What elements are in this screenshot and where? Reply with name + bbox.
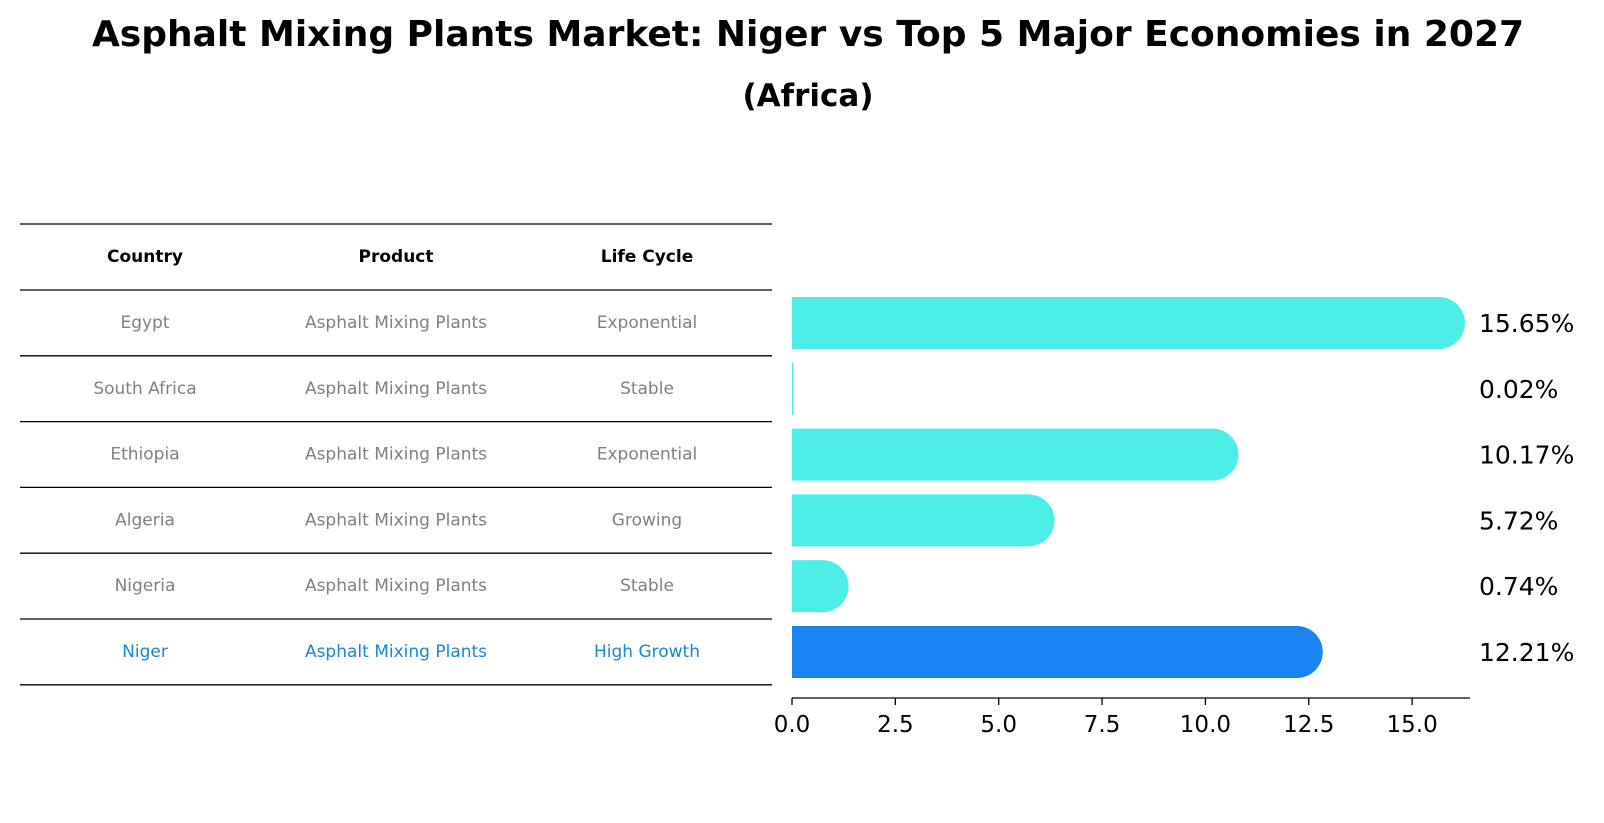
table-cell-country: South Africa: [93, 379, 196, 399]
table-cell-life-cycle: Exponential: [597, 445, 698, 465]
bar-egypt: [792, 297, 1439, 349]
x-tick-label: 7.5: [1084, 712, 1121, 738]
table-cell-product: Asphalt Mixing Plants: [305, 510, 487, 530]
x-axis: 0.0 2.5 5.0 7.5 10.0 12.5 15.0: [774, 697, 1470, 738]
table-header-cell: Product: [359, 247, 434, 267]
table-cell-life-cycle: Growing: [612, 510, 682, 530]
table-cell-product: Asphalt Mixing Plants: [305, 313, 487, 333]
chart-title: Asphalt Mixing Plants Market: Niger vs T…: [91, 14, 1525, 55]
bar-algeria: [792, 494, 1029, 547]
table-cell-country: Algeria: [115, 510, 175, 530]
x-tick-label: 12.5: [1283, 712, 1334, 738]
table-cell-product: Asphalt Mixing Plants: [305, 445, 487, 465]
bar-cap: [796, 560, 849, 613]
table-cell-product: Asphalt Mixing Plants: [305, 576, 487, 596]
x-tick-label: 10.0: [1180, 712, 1231, 738]
bar-plot: 15.65% 0.02% 10.17% 5.72% 0.74% 12.21%: [792, 297, 1574, 678]
table-cell-product: Asphalt Mixing Plants: [305, 642, 487, 662]
table-cell-life-cycle: Stable: [620, 576, 674, 596]
table-cell-country: Egypt: [120, 313, 169, 333]
table-header-cell: Country: [107, 247, 183, 267]
table-cell-country: Ethiopia: [110, 445, 179, 465]
table-cell-country: Nigeria: [115, 576, 176, 596]
x-tick-label: 0.0: [774, 712, 811, 738]
bar-south-africa: [792, 362, 794, 415]
bar-value-label: 10.17%: [1479, 441, 1574, 470]
bar-cap: [1002, 494, 1055, 547]
bar-cap: [1186, 428, 1239, 481]
bar-ethiopia: [792, 428, 1213, 481]
country-table: Country Product Life Cycle Egypt Asphalt Mix…: [20, 223, 772, 686]
table-cell-life-cycle: Exponential: [597, 313, 698, 333]
table-cell-life-cycle: Stable: [620, 379, 674, 399]
x-tick-label: 15.0: [1387, 712, 1438, 738]
x-tick-label: 5.0: [980, 712, 1017, 738]
bar-cap: [1270, 626, 1323, 678]
bar-value-label: 0.02%: [1479, 375, 1558, 404]
table-cell-life-cycle: High Growth: [594, 642, 700, 662]
bar-value-label: 5.72%: [1479, 506, 1558, 535]
bar-value-label: 0.74%: [1479, 572, 1558, 601]
table-cell-country: Niger: [122, 642, 168, 662]
table-header-cell: Life Cycle: [601, 247, 694, 267]
bar-cap: [1412, 297, 1465, 349]
bar-value-label: 15.65%: [1479, 309, 1574, 338]
x-tick-label: 2.5: [877, 712, 914, 738]
table-cell-product: Asphalt Mixing Plants: [305, 379, 487, 399]
bar-value-label: 12.21%: [1479, 638, 1574, 667]
chart-subtitle: (Africa): [742, 78, 874, 114]
bar-niger: [792, 626, 1297, 678]
